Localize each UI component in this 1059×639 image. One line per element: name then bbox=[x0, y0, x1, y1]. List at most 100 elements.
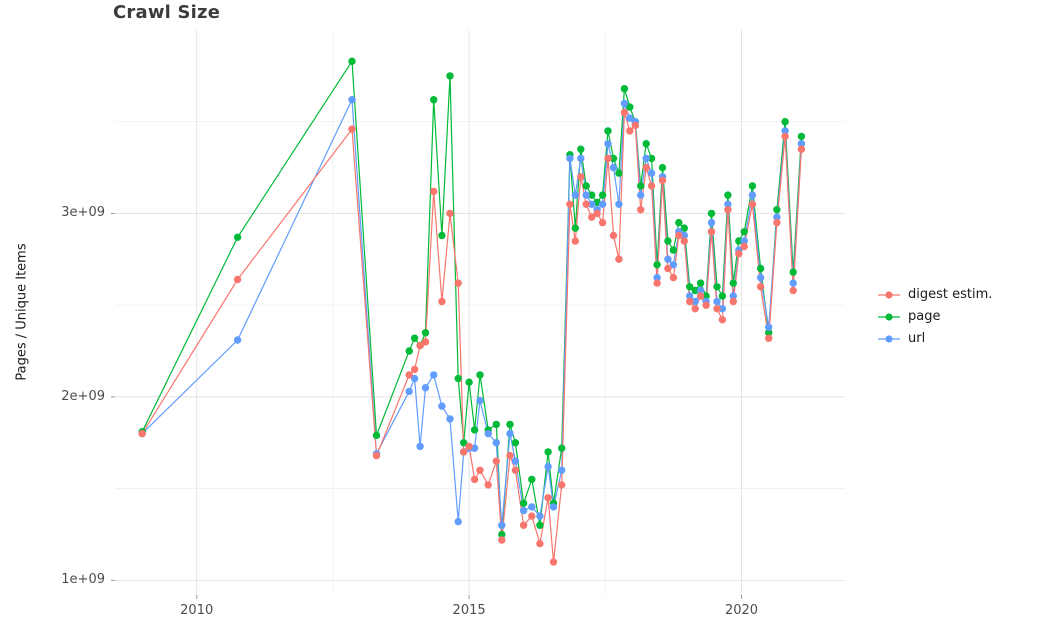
data-point bbox=[410, 374, 419, 383]
data-point bbox=[797, 132, 806, 141]
data-point bbox=[577, 145, 585, 153]
data-point bbox=[647, 169, 656, 177]
data-point bbox=[454, 374, 462, 383]
data-point bbox=[740, 228, 748, 236]
data-point bbox=[558, 466, 566, 474]
data-point bbox=[233, 233, 242, 241]
data-point bbox=[729, 279, 737, 287]
data-point bbox=[653, 279, 661, 287]
data-point bbox=[653, 273, 661, 282]
data-point bbox=[729, 297, 737, 306]
data-point bbox=[588, 200, 596, 208]
data-point bbox=[549, 503, 558, 511]
data-point bbox=[609, 163, 618, 172]
data-point bbox=[405, 387, 413, 396]
data-point bbox=[446, 209, 454, 218]
data-point bbox=[620, 85, 629, 93]
data-point bbox=[470, 426, 479, 434]
data-point bbox=[454, 279, 462, 287]
x-tick-label: 2010 bbox=[180, 603, 214, 618]
data-point bbox=[588, 213, 596, 221]
data-point bbox=[748, 182, 757, 190]
data-point bbox=[519, 499, 528, 507]
data-point bbox=[642, 163, 650, 172]
data-point bbox=[789, 268, 797, 276]
data-point bbox=[696, 286, 705, 295]
data-point bbox=[765, 334, 773, 342]
data-point bbox=[476, 396, 484, 405]
data-point bbox=[348, 125, 356, 133]
data-point bbox=[669, 261, 678, 269]
data-point bbox=[696, 292, 705, 300]
data-point bbox=[416, 341, 424, 350]
data-point bbox=[598, 191, 607, 199]
data-point bbox=[410, 365, 419, 374]
data-point bbox=[789, 279, 797, 287]
data-point bbox=[797, 145, 806, 153]
data-point bbox=[476, 466, 484, 474]
data-point bbox=[626, 103, 634, 111]
legend-key-page-icon bbox=[878, 312, 900, 321]
data-point bbox=[680, 224, 688, 232]
data-point bbox=[558, 481, 566, 489]
data-point bbox=[620, 99, 629, 108]
data-point bbox=[653, 261, 661, 269]
data-point bbox=[233, 336, 242, 344]
data-point bbox=[438, 231, 446, 240]
data-point bbox=[680, 231, 688, 240]
data-point bbox=[773, 213, 781, 221]
data-point bbox=[615, 200, 623, 208]
data-point bbox=[620, 108, 629, 117]
data-point bbox=[626, 114, 634, 122]
data-point bbox=[558, 444, 566, 452]
data-point bbox=[680, 237, 688, 245]
data-point bbox=[740, 242, 748, 251]
data-point bbox=[410, 334, 419, 342]
data-point bbox=[691, 297, 699, 306]
data-point bbox=[571, 191, 579, 199]
data-point bbox=[718, 316, 727, 324]
legend-item-digest-estim: digest estim. bbox=[876, 287, 992, 302]
data-point bbox=[549, 558, 558, 566]
data-point bbox=[797, 140, 806, 148]
data-point bbox=[446, 415, 454, 423]
data-point bbox=[765, 323, 773, 331]
data-point bbox=[691, 286, 699, 295]
data-point bbox=[718, 292, 727, 300]
data-point bbox=[577, 154, 585, 163]
data-point bbox=[669, 273, 678, 282]
legend-label-url: url bbox=[908, 331, 926, 346]
data-point bbox=[598, 200, 607, 208]
data-point bbox=[713, 297, 721, 306]
data-point bbox=[669, 246, 678, 254]
data-point bbox=[740, 237, 748, 245]
data-point bbox=[593, 209, 601, 218]
data-point bbox=[781, 127, 789, 135]
data-point bbox=[519, 506, 528, 515]
data-point bbox=[658, 176, 667, 185]
legend-item-page: page bbox=[876, 309, 992, 324]
data-point bbox=[544, 448, 552, 456]
data-point bbox=[511, 466, 520, 474]
data-point bbox=[519, 521, 528, 529]
data-point bbox=[637, 206, 645, 214]
data-point bbox=[675, 218, 683, 227]
data-point bbox=[465, 442, 473, 451]
data-point bbox=[724, 191, 732, 199]
data-point bbox=[372, 451, 381, 460]
data-point bbox=[476, 371, 484, 379]
data-point bbox=[756, 283, 765, 291]
data-point bbox=[511, 457, 520, 465]
data-point bbox=[609, 154, 618, 163]
data-point bbox=[536, 512, 544, 520]
data-point bbox=[528, 475, 536, 484]
data-point bbox=[492, 457, 500, 465]
data-point bbox=[756, 273, 765, 282]
data-point bbox=[528, 503, 536, 511]
data-point bbox=[609, 231, 618, 240]
data-point bbox=[642, 140, 650, 148]
data-point bbox=[421, 329, 430, 337]
data-point bbox=[631, 121, 639, 130]
data-point bbox=[430, 96, 438, 104]
legend-label-digest-estim: digest estim. bbox=[908, 287, 993, 302]
